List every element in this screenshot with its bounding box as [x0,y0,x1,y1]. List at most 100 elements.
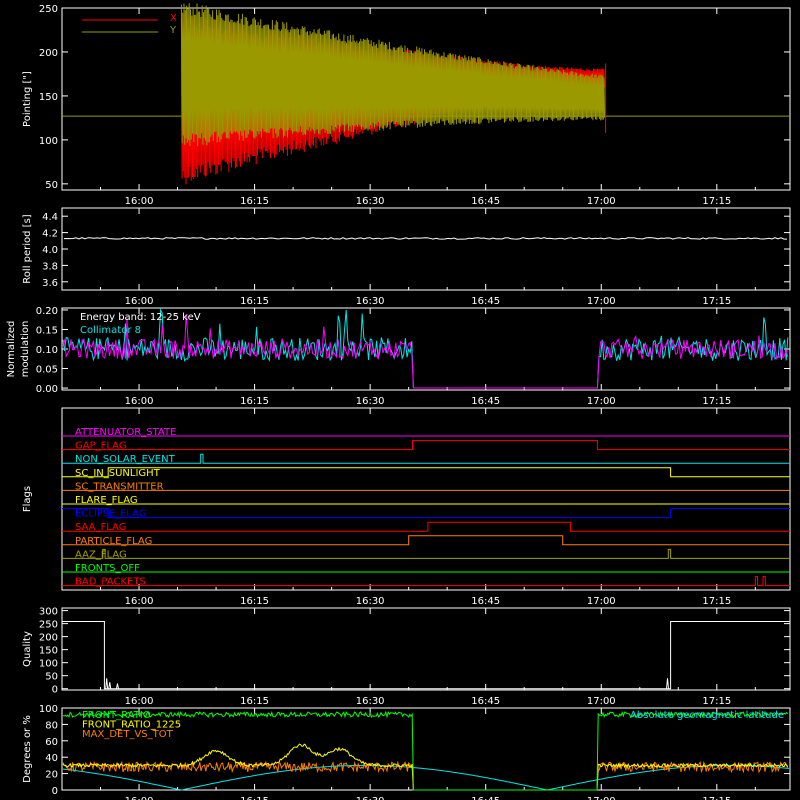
flag-line-particle-flag [62,535,790,546]
x-tick-label: 17:00 [587,296,616,307]
x-tick-label: 16:15 [240,396,269,407]
flag-label-attenuator-state: ATTENUATOR_STATE [75,427,176,438]
flag-line-non-solar-event [62,453,790,464]
x-tick-label: 17:00 [587,396,616,407]
y-tick-label: 150 [39,646,58,657]
y-axis-label: Flags [22,486,33,512]
panel-1: 16:00 16:15 16:30 16:45 17:00 17:15 50 100 150 20… [22,2,791,207]
x-tick-label: 16:45 [471,696,500,707]
y-axis-label-line2: modulation [20,321,31,378]
legend-label-y: Y [169,25,177,36]
panel-3: 16:00 16:15 16:30 16:45 17:00 17:15 0.00 0.05 0.… [6,306,791,407]
legend-label-geomagnetic-latitude: Absolute geomagnetic latitude [630,710,784,721]
y-tick-label: 200 [39,633,58,644]
x-tick-label: 16:45 [471,396,500,407]
x-tick-label: 16:00 [125,196,154,207]
y-tick-label: 4.0 [42,245,58,256]
x-tick-label: 17:15 [702,396,731,407]
legend-label-max-det-vs-tot: MAX_DET_VS_TOT [82,729,174,740]
y-tick-label: 4.4 [42,212,58,223]
flag-line-sc-in-sunlight [62,467,790,478]
y-tick-label: 4.2 [42,229,58,240]
x-tick-label: 16:30 [356,796,385,800]
series-quality [62,621,790,690]
x-tick-label: 16:15 [240,796,269,800]
x-tick-label: 16:30 [356,696,385,707]
y-tick-label: 0 [52,786,58,797]
y-tick-label: 100 [39,659,58,670]
x-tick-label: 17:00 [587,196,616,207]
flag-line-bad-packets [62,576,790,587]
flag-label-aaz-flag: AAZ_FLAG [75,549,127,560]
flag-label-non-solar-event: NON_SOLAR_EVENT [75,454,176,465]
y-tick-label: 0.05 [36,365,58,376]
x-tick-label: 16:15 [240,196,269,207]
y-tick-label: 0.00 [36,384,58,395]
x-tick-label: 16:00 [125,396,154,407]
y-tick-label: 50 [45,180,58,191]
y-axis-label: Roll period [s] [22,214,33,283]
flag-line-saa-flag [62,521,790,532]
flag-label-gap-flag: GAP_FLAG [75,441,127,452]
panel-5: 16:00 16:15 16:30 16:45 17:00 17:15 0 50 100 150 2… [22,607,791,707]
y-axis-label: Degrees or % [22,715,33,783]
y-tick-label: 0 [52,685,58,696]
x-tick-label: 16:30 [356,596,385,607]
y-tick-label: 250 [39,4,58,15]
flag-label-sc-in-sunlight: SC_IN_SUNLIGHT [75,468,161,479]
y-axis-label: Pointing ["] [22,71,33,127]
y-tick-label: 3.8 [42,261,58,272]
y-tick-label: 300 [39,607,58,618]
flag-label-flare-flag: FLARE_FLAG [75,495,138,506]
x-tick-label: 17:00 [587,796,616,800]
x-tick-label: 16:15 [240,596,269,607]
quality-spike [105,678,109,689]
y-tick-label: 40 [45,753,58,764]
quality-spike [666,678,670,689]
x-tick-label: 17:00 [587,696,616,707]
series-y [180,2,606,147]
y-tick-label: 0.10 [36,345,58,356]
y-axis-label: Quality [22,631,33,667]
quality-spike [115,683,119,689]
flag-line-eclipse-flag [62,508,790,519]
y-tick-label: 50 [45,672,58,683]
x-tick-label: 16:45 [471,196,500,207]
x-tick-label: 17:15 [702,796,731,800]
y-tick-label: 3.6 [42,278,58,289]
legend-label-x: X [170,13,177,24]
flag-line-aaz-flag [62,548,790,559]
x-tick-label: 17:15 [702,196,731,207]
flag-label-fronts-off: FRONTS_OFF [75,563,140,574]
series-modulation-2 [62,314,789,389]
panel-frame [61,407,791,591]
annotation-energy-band: Energy band: 12-25 keV [80,312,201,323]
flag-label-bad-packets: BAD_PACKETS [75,577,146,588]
flag-line-gap-flag [62,440,790,451]
legend-label-front-ratio-1225: FRONT_RATIO_1225 [82,720,181,731]
y-tick-label: 250 [39,620,58,631]
series-front-ratio [62,710,789,791]
x-tick-label: 16:45 [471,796,500,800]
y-tick-label: 60 [45,737,58,748]
x-tick-label: 16:15 [240,296,269,307]
y-tick-label: 100 [39,136,58,147]
y-tick-label: 20 [45,770,58,781]
y-tick-label: 200 [39,48,58,59]
flag-label-particle-flag: PARTICLE_FLAG [75,536,152,547]
x-tick-label: 17:15 [702,596,731,607]
x-tick-label: 16:00 [125,296,154,307]
y-tick-label: 150 [39,92,58,103]
annotation-collimator: Collimator 8 [80,325,141,336]
x-tick-label: 16:00 [125,796,154,800]
x-tick-label: 16:00 [125,596,154,607]
panel-2: 16:00 16:15 16:30 16:45 17:00 17:15 3.6 3.8 4.0 4… [22,207,791,307]
series-geomagnetic-latitude [62,764,790,791]
x-tick-label: 17:15 [702,296,731,307]
flag-label-saa-flag: SAA_FLAG [75,522,126,533]
x-tick-label: 17:00 [587,596,616,607]
x-tick-label: 16:00 [125,696,154,707]
flag-label-sc-transmitter: SC_TRANSMITTER [75,481,164,492]
